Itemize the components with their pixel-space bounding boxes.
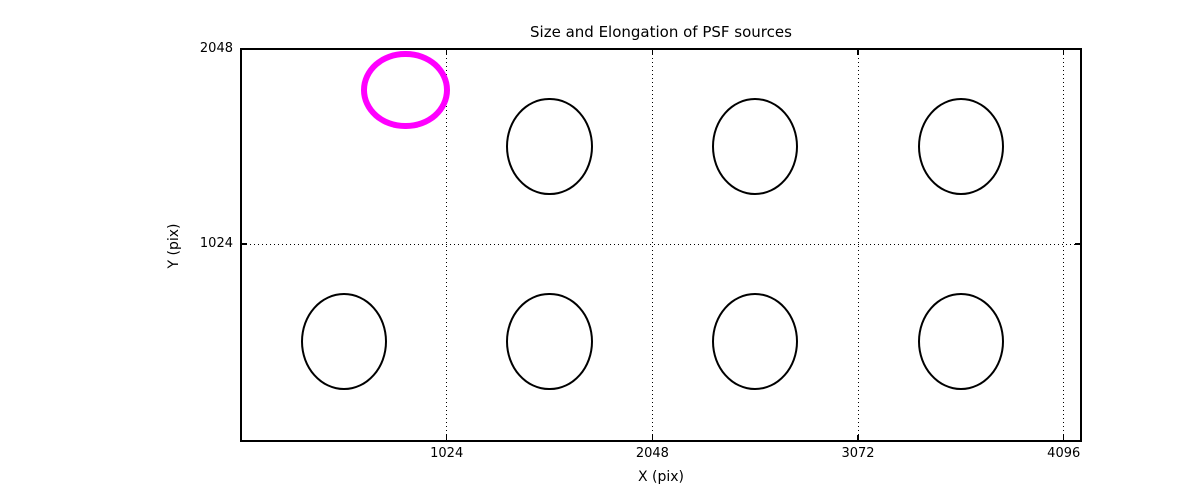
y-tick-label: 1024	[199, 236, 233, 252]
top-spine	[240, 48, 1082, 50]
flagged-psf-ellipse	[360, 50, 450, 130]
x-tick-bottom	[651, 435, 654, 440]
y-tick-right	[1075, 48, 1080, 50]
psf-ellipse	[917, 98, 1004, 195]
x-tick-top	[445, 50, 448, 55]
x-gridline	[857, 50, 859, 440]
psf-ellipse	[712, 293, 799, 391]
x-tick-label: 3072	[841, 446, 875, 461]
x-gridline	[651, 50, 653, 440]
x-axis-label: X (pix)	[637, 469, 685, 485]
chart-title: Size and Elongation of PSF sources	[530, 23, 792, 41]
x-tick-bottom	[445, 435, 448, 440]
x-tick-top	[651, 50, 654, 55]
bottom-spine	[240, 440, 1082, 442]
y-tick-label: 2048	[199, 41, 233, 56]
left-spine	[240, 48, 242, 442]
x-gridline	[446, 50, 448, 440]
y-gridline	[242, 243, 1080, 245]
psf-ellipse	[712, 98, 799, 195]
psf-ellipse	[917, 293, 1004, 391]
x-tick-label: 2048	[635, 446, 669, 461]
x-tick-top	[1062, 50, 1065, 55]
x-tick-label: 1024	[430, 446, 464, 461]
y-tick-left	[242, 48, 247, 50]
x-tick-top	[857, 50, 859, 55]
psf-ellipse	[506, 98, 593, 195]
x-tick-label: 4096	[1047, 446, 1081, 461]
psf-ellipse	[506, 293, 593, 391]
x-tick-bottom	[1062, 435, 1065, 440]
x-gridline	[1063, 50, 1065, 440]
x-tick-bottom	[857, 435, 859, 440]
right-spine	[1080, 48, 1082, 442]
y-tick-right	[1075, 243, 1080, 245]
psf-ellipse	[300, 293, 387, 391]
y-tick-left	[242, 243, 247, 245]
